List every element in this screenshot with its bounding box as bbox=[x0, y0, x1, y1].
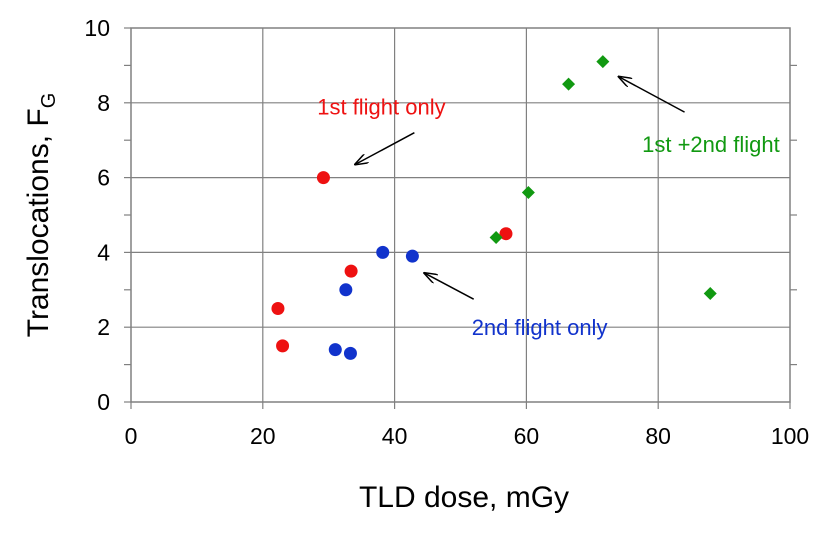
data-points bbox=[271, 55, 717, 360]
x-tick-label: 80 bbox=[645, 423, 671, 449]
x-axis-title: TLD dose, mGy bbox=[359, 481, 569, 514]
annotation-label: 1st flight only bbox=[317, 95, 445, 120]
data-point-circle bbox=[376, 245, 390, 259]
annotation-label: 1st +2nd flight bbox=[642, 132, 780, 157]
y-axis-title: Translocations, FG bbox=[22, 93, 60, 338]
data-point-circle bbox=[405, 249, 419, 263]
y-tick-label: 4 bbox=[97, 239, 110, 265]
y-tick-label: 2 bbox=[97, 314, 110, 340]
data-point-circle bbox=[316, 171, 330, 185]
x-tick-label: 0 bbox=[125, 423, 138, 449]
data-point-circle bbox=[271, 302, 285, 315]
data-point-diamond bbox=[562, 77, 576, 91]
y-axis-title-subscript: G bbox=[38, 93, 60, 109]
annotations: 1st flight only 2nd flight only 1st +2nd f… bbox=[317, 77, 780, 340]
data-point-diamond bbox=[703, 287, 717, 301]
data-point-diamond bbox=[489, 230, 503, 244]
data-point-diamond bbox=[596, 55, 610, 69]
data-point-circle bbox=[276, 339, 290, 353]
annotation-arrow bbox=[355, 132, 415, 165]
x-tick-labels: 0 20 40 60 80 100 bbox=[125, 423, 810, 449]
y-tick-label: 10 bbox=[84, 15, 110, 41]
annotation-arrow bbox=[619, 77, 685, 113]
x-tick-label: 20 bbox=[250, 423, 276, 449]
data-point-circle bbox=[499, 227, 513, 241]
annotation-label: 2nd flight only bbox=[472, 315, 608, 340]
y-tick-label: 6 bbox=[97, 165, 110, 191]
x-tick-label: 100 bbox=[771, 423, 809, 449]
data-point-circle bbox=[339, 283, 353, 297]
x-tick-label: 60 bbox=[514, 423, 540, 449]
grid bbox=[124, 27, 797, 409]
y-axis-title-main: Translocations, F bbox=[22, 108, 55, 337]
y-tick-labels: 0 2 4 6 8 10 bbox=[84, 15, 110, 415]
y-tick-label: 0 bbox=[97, 389, 110, 415]
x-tick-label: 40 bbox=[382, 423, 408, 449]
data-point-circle bbox=[328, 343, 342, 357]
data-point-circle bbox=[343, 346, 357, 360]
y-tick-label: 8 bbox=[97, 90, 110, 116]
annotation-arrow bbox=[424, 273, 475, 300]
data-point-circle bbox=[344, 264, 358, 278]
data-point-diamond bbox=[521, 186, 535, 200]
plot-area-frame bbox=[130, 27, 791, 403]
